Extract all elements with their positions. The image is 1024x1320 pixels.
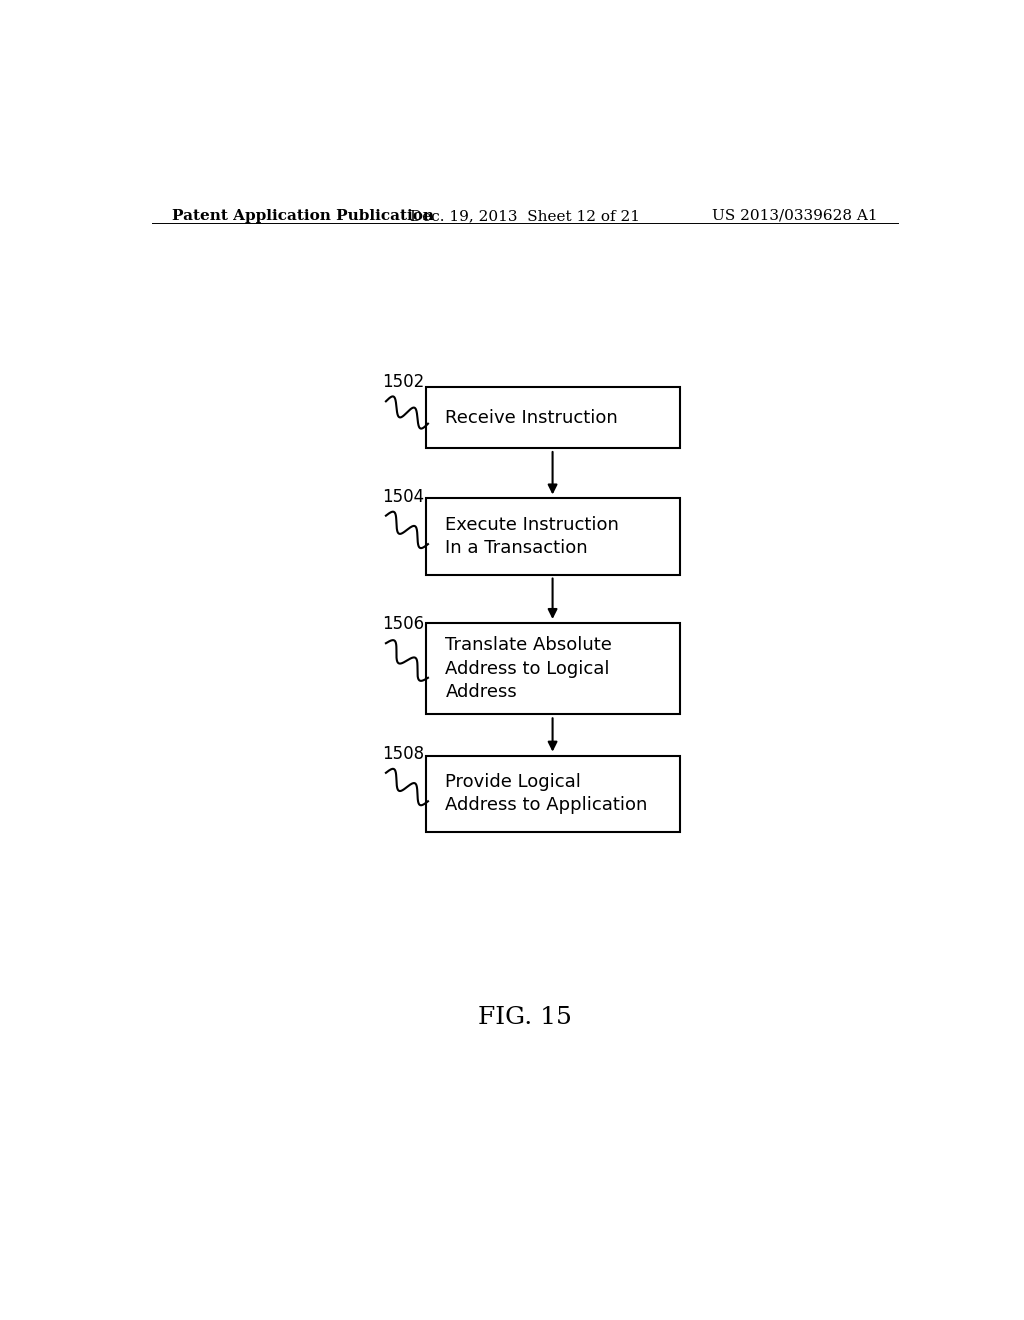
Bar: [426, 755, 680, 832]
Bar: [426, 499, 680, 574]
Text: Translate Absolute
Address to Logical
Address: Translate Absolute Address to Logical Ad…: [445, 636, 612, 701]
Text: Receive Instruction: Receive Instruction: [445, 409, 618, 426]
Bar: [426, 387, 680, 447]
Text: Dec. 19, 2013  Sheet 12 of 21: Dec. 19, 2013 Sheet 12 of 21: [410, 209, 640, 223]
Text: FIG. 15: FIG. 15: [478, 1006, 571, 1028]
Text: 1506: 1506: [382, 615, 424, 634]
Text: 1504: 1504: [382, 487, 424, 506]
Text: Execute Instruction
In a Transaction: Execute Instruction In a Transaction: [445, 516, 620, 557]
Text: Provide Logical
Address to Application: Provide Logical Address to Application: [445, 772, 648, 814]
Text: US 2013/0339628 A1: US 2013/0339628 A1: [713, 209, 878, 223]
Text: Patent Application Publication: Patent Application Publication: [172, 209, 433, 223]
Text: 1502: 1502: [382, 374, 424, 391]
Bar: [426, 623, 680, 714]
Text: 1508: 1508: [382, 744, 424, 763]
